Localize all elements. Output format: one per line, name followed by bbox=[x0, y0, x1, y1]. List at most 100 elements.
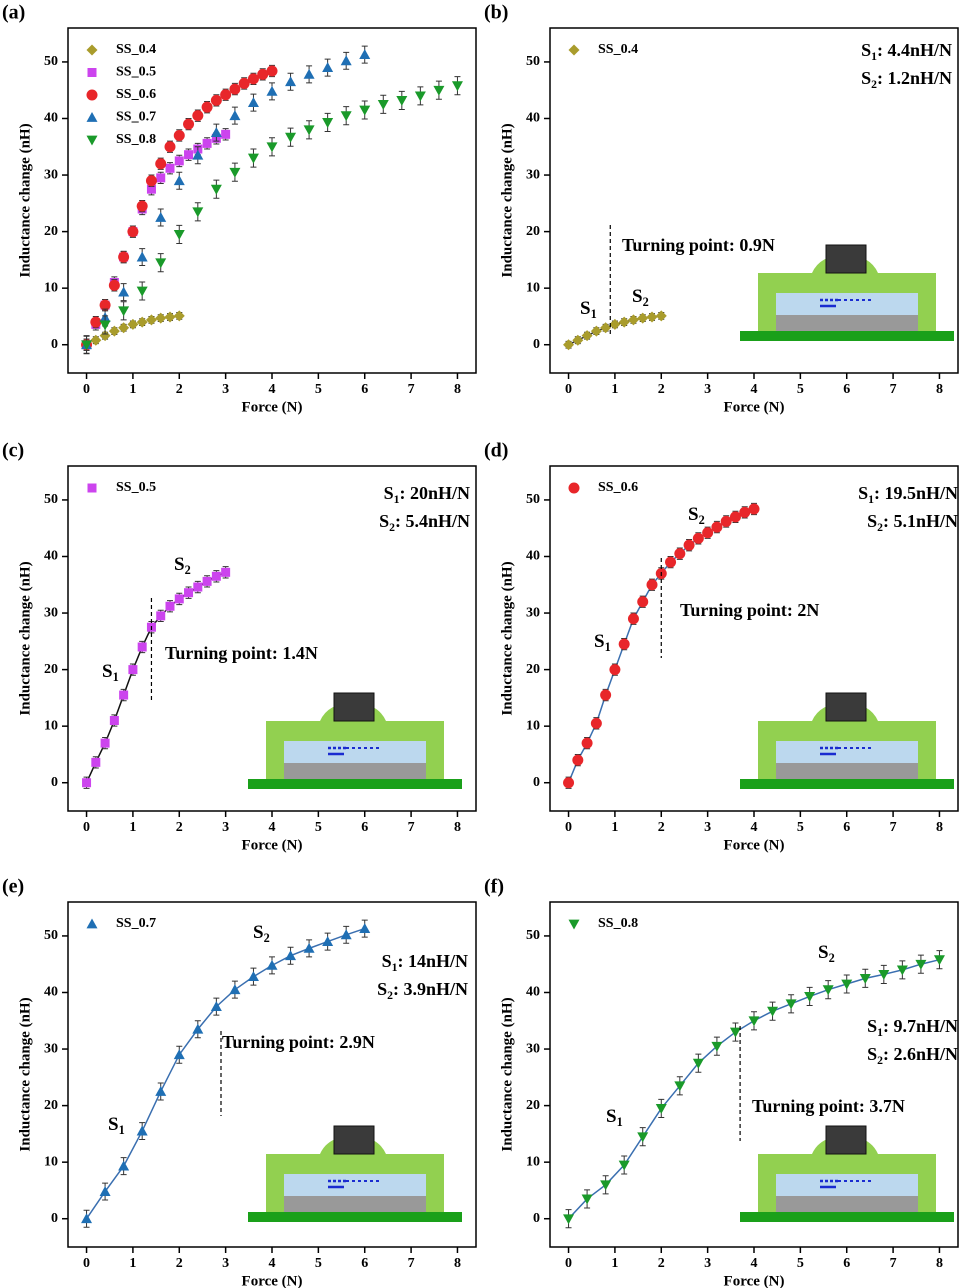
marker bbox=[303, 68, 315, 79]
legend-label: SS_0.4 bbox=[116, 42, 156, 57]
x-tick-label: 0 bbox=[83, 1256, 90, 1271]
legend-marker bbox=[86, 135, 98, 146]
inset-pressure-block bbox=[333, 1125, 375, 1155]
x-tick-label: 8 bbox=[936, 1256, 943, 1271]
plot-frame bbox=[549, 901, 959, 1248]
marker bbox=[156, 611, 166, 621]
subscript: 2 bbox=[871, 78, 877, 91]
marker bbox=[637, 312, 649, 324]
marker bbox=[720, 515, 732, 527]
marker bbox=[156, 173, 166, 183]
inset-substrate bbox=[776, 315, 918, 331]
marker bbox=[600, 322, 612, 334]
marker bbox=[600, 1180, 612, 1191]
x-tick-label: 2 bbox=[658, 820, 665, 835]
marker bbox=[118, 1160, 130, 1171]
marker bbox=[128, 665, 138, 675]
x-tick-label: 1 bbox=[611, 382, 618, 397]
subscript: 2 bbox=[264, 931, 270, 945]
plot-frame bbox=[67, 901, 477, 1248]
symbol: S bbox=[580, 298, 591, 319]
slope-annotation: S1: 14nH/N bbox=[382, 951, 468, 974]
marker bbox=[729, 511, 741, 523]
x-tick-label: 4 bbox=[269, 1256, 276, 1271]
turning-label: Turning point: 1.4N bbox=[165, 643, 318, 663]
marker bbox=[118, 322, 130, 334]
marker bbox=[184, 588, 194, 598]
marker bbox=[108, 325, 120, 337]
x-tick-label: 3 bbox=[222, 1256, 229, 1271]
inset-base bbox=[740, 1212, 954, 1222]
marker bbox=[193, 582, 203, 592]
marker bbox=[192, 1023, 204, 1034]
fit-line bbox=[85, 571, 226, 784]
symbol: S bbox=[861, 68, 871, 88]
segment-label: S2 bbox=[818, 942, 835, 964]
marker bbox=[202, 138, 212, 148]
legend-marker bbox=[568, 482, 580, 494]
marker bbox=[145, 314, 157, 326]
x-tick-label: 7 bbox=[890, 1256, 897, 1271]
marker bbox=[247, 971, 259, 982]
legend-label: SS_0.7 bbox=[116, 110, 156, 125]
marker bbox=[137, 642, 147, 652]
marker bbox=[609, 318, 621, 330]
symbol: S bbox=[858, 483, 868, 503]
x-tick-label: 2 bbox=[658, 1256, 665, 1271]
panel-label: (f) bbox=[484, 876, 504, 898]
subscript: 1 bbox=[394, 493, 400, 506]
x-tick-label: 0 bbox=[565, 382, 572, 397]
marker bbox=[211, 571, 221, 581]
marker bbox=[173, 310, 185, 322]
y-tick-label: 50 bbox=[44, 492, 58, 507]
marker bbox=[581, 737, 593, 749]
marker bbox=[340, 111, 352, 122]
x-tick-label: 4 bbox=[269, 820, 276, 835]
symbol: S bbox=[867, 1016, 877, 1036]
marker bbox=[285, 950, 297, 961]
marker bbox=[692, 532, 704, 544]
marker bbox=[692, 1058, 704, 1069]
x-tick-label: 1 bbox=[129, 820, 136, 835]
marker bbox=[99, 299, 111, 311]
marker bbox=[145, 175, 157, 187]
legend-label: SS_0.5 bbox=[116, 480, 156, 495]
x-tick-label: 3 bbox=[704, 820, 711, 835]
x-tick-label: 4 bbox=[751, 820, 758, 835]
marker bbox=[739, 506, 751, 518]
marker bbox=[155, 258, 167, 269]
x-tick-label: 5 bbox=[315, 820, 322, 835]
marker bbox=[303, 942, 315, 953]
x-tick-label: 4 bbox=[269, 382, 276, 397]
inset-layer bbox=[284, 1174, 426, 1196]
x-tick-label: 1 bbox=[129, 1256, 136, 1271]
y-tick-label: 10 bbox=[526, 718, 540, 733]
legend-marker bbox=[86, 918, 98, 929]
x-tick-label: 6 bbox=[361, 382, 368, 397]
marker bbox=[165, 163, 175, 173]
y-axis-label: Inductance change (nH) bbox=[499, 123, 515, 277]
marker bbox=[99, 1186, 111, 1196]
inset-substrate bbox=[776, 1196, 918, 1212]
y-tick-label: 40 bbox=[44, 111, 58, 126]
marker bbox=[646, 579, 658, 591]
marker bbox=[81, 340, 93, 351]
fit-line bbox=[85, 927, 365, 1220]
marker bbox=[165, 601, 175, 611]
y-tick-label: 30 bbox=[526, 605, 540, 620]
symbol: S bbox=[818, 942, 829, 963]
x-tick-label: 6 bbox=[843, 382, 850, 397]
slope-annotation: S2: 1.2nH/N bbox=[861, 68, 952, 91]
marker bbox=[81, 1213, 93, 1224]
x-tick-label: 3 bbox=[222, 382, 229, 397]
segment-label: S1 bbox=[594, 631, 611, 653]
turning-label: Turning point: 3.7N bbox=[752, 1096, 905, 1116]
subscript: 2 bbox=[387, 989, 393, 1002]
marker bbox=[247, 73, 259, 85]
symbol: S bbox=[861, 40, 871, 60]
marker bbox=[201, 101, 213, 113]
marker bbox=[563, 1214, 575, 1225]
subscript: 1 bbox=[119, 1123, 125, 1137]
marker bbox=[896, 965, 908, 976]
sensor-inset bbox=[740, 244, 954, 341]
